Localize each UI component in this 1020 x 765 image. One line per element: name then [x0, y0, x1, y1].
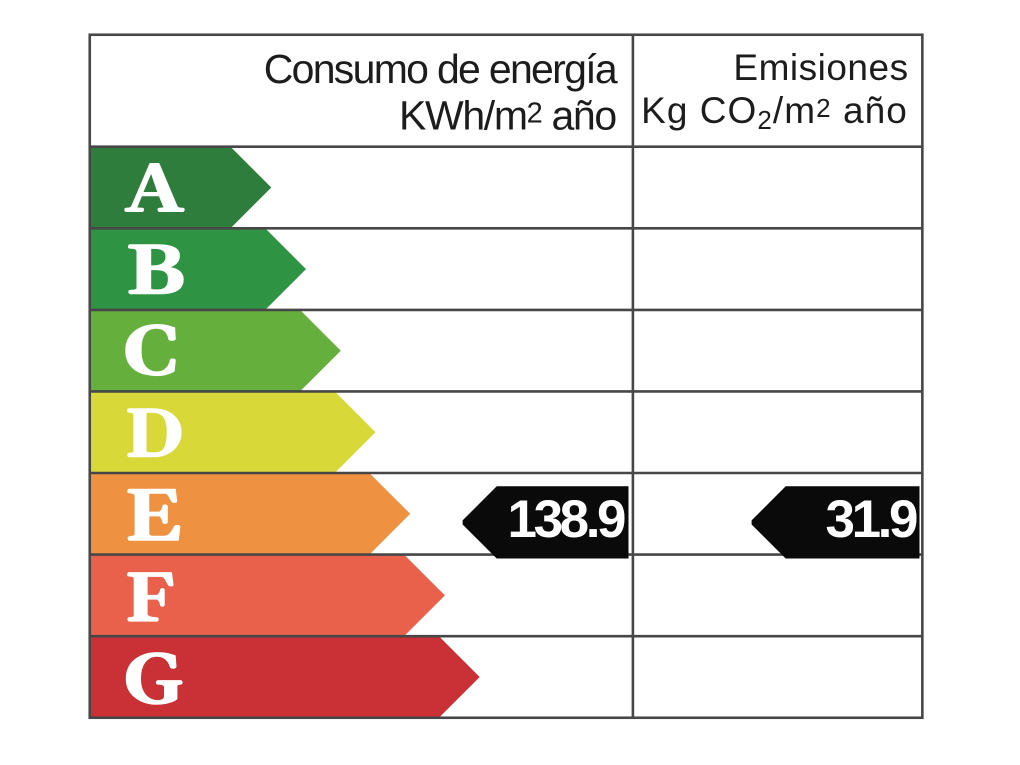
svg-text:Kg CO2/m2 año: Kg CO2/m2 año: [641, 90, 908, 135]
svg-text:Consumo de energía: Consumo de energía: [264, 46, 618, 92]
svg-text:Emisiones: Emisiones: [733, 47, 908, 88]
svg-text:31.9: 31.9: [826, 490, 917, 549]
svg-text:138.9: 138.9: [508, 490, 626, 549]
svg-text:KWh/m2 año: KWh/m2 año: [399, 93, 616, 139]
